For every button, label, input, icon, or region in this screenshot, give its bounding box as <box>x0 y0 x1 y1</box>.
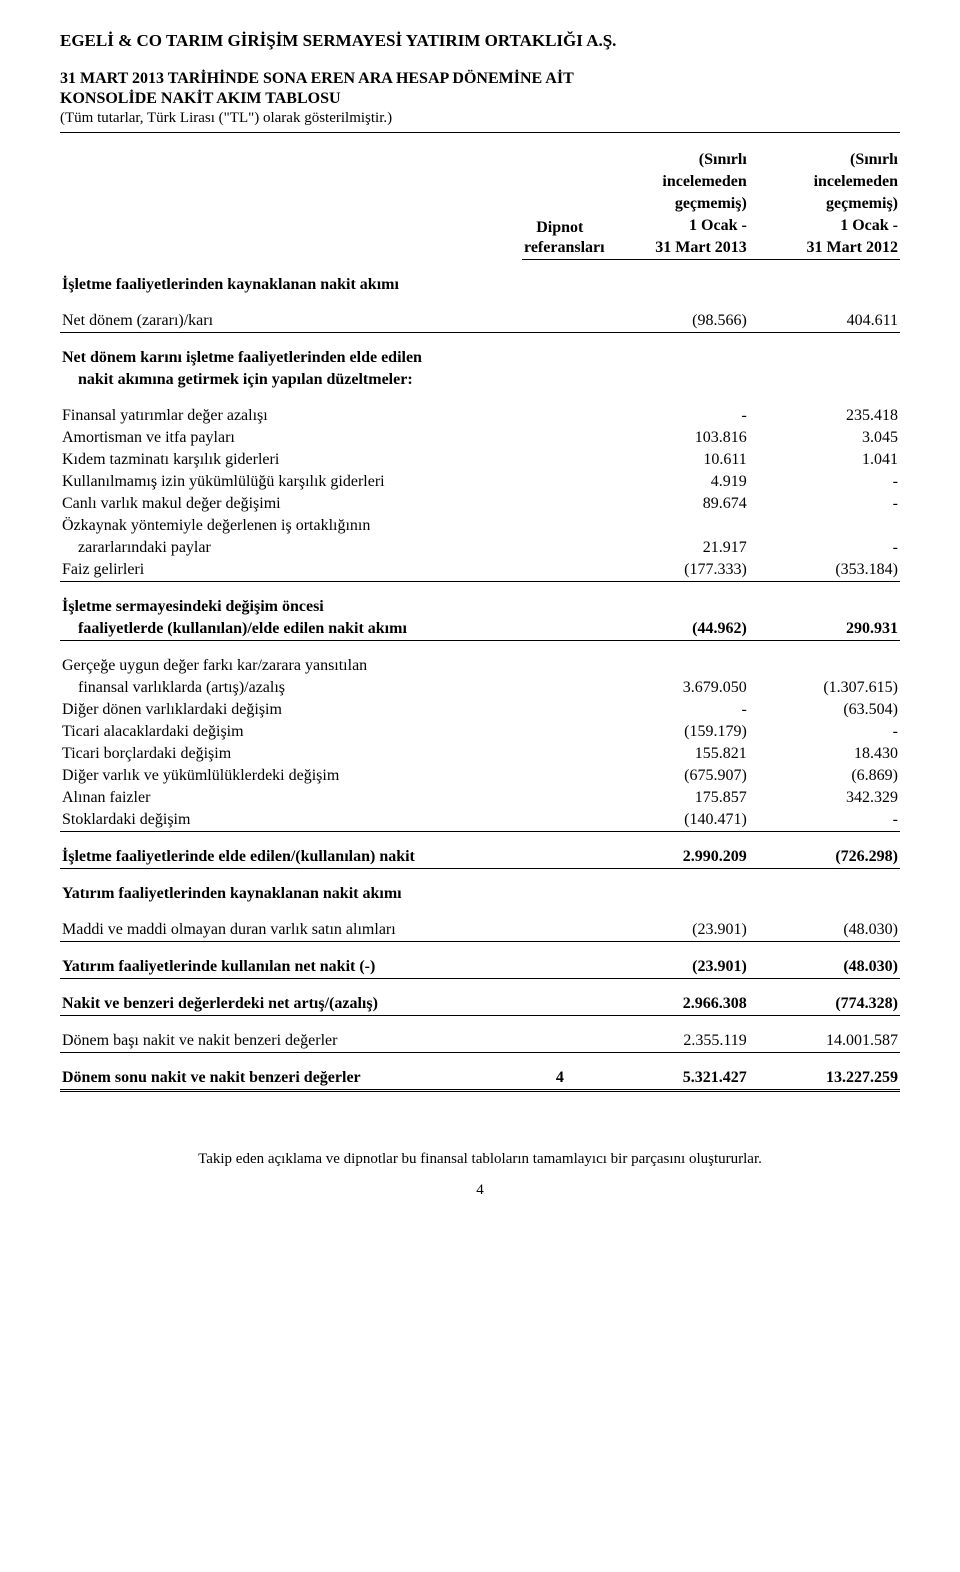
row-trade-payables-label: Ticari borçlardaki değişim <box>60 743 522 765</box>
row-fin-invest-decrease-label: Finansal yatırımlar değer azalışı <box>60 405 522 427</box>
row-unused-leave-c2: - <box>749 471 900 493</box>
row-fixed-asset-purchases-label: Maddi ve maddi olmayan duran varlık satı… <box>60 919 522 942</box>
row-amortization-c1: 103.816 <box>598 427 749 449</box>
row-other-assets-liabilities-c2: (6.869) <box>749 765 900 787</box>
cash-flow-table: Dipnot referansları (Sınırlı (Sınırlı in… <box>60 149 900 1090</box>
row-equity-method-c2: - <box>749 537 900 559</box>
row-interest-received-c1: 175.857 <box>598 787 749 809</box>
row-biological-assets-label: Canlı varlık makul değer değişimi <box>60 493 522 515</box>
row-trade-receivables-c2: - <box>749 721 900 743</box>
row-fixed-asset-purchases-c1: (23.901) <box>598 919 749 942</box>
row-other-current-assets-c2: (63.504) <box>749 699 900 721</box>
row-net-period-profit-label: Net dönem (zararı)/karı <box>60 310 522 333</box>
row-inventory-c1: (140.471) <box>598 809 749 832</box>
section-net-cash-operating-c1: 2.990.209 <box>598 846 749 869</box>
row-equity-method-line1: Özkaynak yöntemiyle değerlenen iş ortakl… <box>60 515 522 537</box>
section-cash-end-c2: 13.227.259 <box>749 1067 900 1090</box>
row-amortization-label: Amortisman ve itfa payları <box>60 427 522 449</box>
page-number: 4 <box>60 1181 900 1200</box>
row-interest-received-c2: 342.329 <box>749 787 900 809</box>
col-ref-header-1: Dipnot <box>536 219 583 236</box>
section-working-capital-line2: faaliyetlerde (kullanılan)/elde edilen n… <box>60 618 522 641</box>
report-title-line2: KONSOLİDE NAKİT AKIM TABLOSU <box>60 89 900 109</box>
row-unused-leave-c1: 4.919 <box>598 471 749 493</box>
row-fair-value-c1: 3.679.050 <box>598 677 749 699</box>
row-fair-value-c2: (1.307.615) <box>749 677 900 699</box>
col1-sub3: geçmemiş) <box>598 193 749 215</box>
col-ref-header-2: referansları <box>524 239 605 256</box>
section-net-cash-operating-label: İşletme faaliyetlerinde elde edilen/(kul… <box>60 846 522 869</box>
row-fair-value-line2: finansal varlıklarda (artış)/azalış <box>60 677 522 699</box>
section-net-cash-operating-c2: (726.298) <box>749 846 900 869</box>
row-interest-income-c1: (177.333) <box>598 559 749 582</box>
section-adjustments-line2: nakit akımına getirmek için yapılan düze… <box>60 369 522 391</box>
col1-sub2: incelemeden <box>598 171 749 193</box>
row-fin-invest-decrease-c1: - <box>598 405 749 427</box>
section-net-change-cash-c2: (774.328) <box>749 993 900 1016</box>
row-trade-receivables-c1: (159.179) <box>598 721 749 743</box>
row-trade-receivables-label: Ticari alacaklardaki değişim <box>60 721 522 743</box>
col1-date2: 31 Mart 2013 <box>598 237 749 260</box>
col1-date1: 1 Ocak - <box>598 215 749 237</box>
section-adjustments-line1: Net dönem karını işletme faaliyetlerinde… <box>60 347 522 369</box>
row-interest-income-c2: (353.184) <box>749 559 900 582</box>
section-operating-activities: İşletme faaliyetlerinden kaynaklanan nak… <box>60 274 522 296</box>
report-currency-note: (Tüm tutarlar, Türk Lirası ("TL") olarak… <box>60 109 900 128</box>
row-fixed-asset-purchases-c2: (48.030) <box>749 919 900 942</box>
row-other-assets-liabilities-label: Diğer varlık ve yükümlülüklerdeki değişi… <box>60 765 522 787</box>
row-cash-beginning-label: Dönem başı nakit ve nakit benzeri değerl… <box>60 1030 522 1053</box>
row-cash-beginning-c2: 14.001.587 <box>749 1030 900 1053</box>
row-equity-method-c1: 21.917 <box>598 537 749 559</box>
row-fair-value-line1: Gerçeğe uygun değer farkı kar/zarara yan… <box>60 655 522 677</box>
col2-date1: 1 Ocak - <box>749 215 900 237</box>
row-severance-c2: 1.041 <box>749 449 900 471</box>
row-biological-assets-c2: - <box>749 493 900 515</box>
section-net-cash-investing-c1: (23.901) <box>598 956 749 979</box>
footer-note: Takip eden açıklama ve dipnotlar bu fina… <box>60 1150 900 1169</box>
section-net-change-cash-label: Nakit ve benzeri değerlerdeki net artış/… <box>60 993 522 1016</box>
row-net-period-profit-c1: (98.566) <box>598 310 749 333</box>
row-inventory-label: Stoklardaki değişim <box>60 809 522 832</box>
row-trade-payables-c1: 155.821 <box>598 743 749 765</box>
section-cash-end-ref: 4 <box>522 1067 598 1090</box>
section-net-cash-investing-c2: (48.030) <box>749 956 900 979</box>
report-title-line1: 31 MART 2013 TARİHİNDE SONA EREN ARA HES… <box>60 69 900 89</box>
row-unused-leave-label: Kullanılmamış izin yükümlülüğü karşılık … <box>60 471 522 493</box>
section-net-cash-investing-label: Yatırım faaliyetlerinde kullanılan net n… <box>60 956 522 979</box>
col2-date2: 31 Mart 2012 <box>749 237 900 260</box>
row-interest-received-label: Alınan faizler <box>60 787 522 809</box>
row-other-current-assets-label: Diğer dönen varlıklardaki değişim <box>60 699 522 721</box>
header-divider <box>60 132 900 133</box>
col2-sub3: geçmemiş) <box>749 193 900 215</box>
section-cash-end-c1: 5.321.427 <box>598 1067 749 1090</box>
row-other-current-assets-c1: - <box>598 699 749 721</box>
col2-sub2: incelemeden <box>749 171 900 193</box>
row-fin-invest-decrease-c2: 235.418 <box>749 405 900 427</box>
row-equity-method-line2: zararlarındaki paylar <box>60 537 522 559</box>
row-biological-assets-c1: 89.674 <box>598 493 749 515</box>
section-investing-activities: Yatırım faaliyetlerinden kaynaklanan nak… <box>60 883 522 905</box>
row-net-period-profit-c2: 404.611 <box>749 310 900 333</box>
row-amortization-c2: 3.045 <box>749 427 900 449</box>
section-cash-end-label: Dönem sonu nakit ve nakit benzeri değerl… <box>60 1067 522 1090</box>
col1-sub1: (Sınırlı <box>598 149 749 171</box>
row-trade-payables-c2: 18.430 <box>749 743 900 765</box>
section-working-capital-c1: (44.962) <box>598 618 749 641</box>
company-name: EGELİ & CO TARIM GİRİŞİM SERMAYESİ YATIR… <box>60 30 900 51</box>
row-other-assets-liabilities-c1: (675.907) <box>598 765 749 787</box>
section-net-change-cash-c1: 2.966.308 <box>598 993 749 1016</box>
row-inventory-c2: - <box>749 809 900 832</box>
section-working-capital-line1: İşletme sermayesindeki değişim öncesi <box>60 596 522 618</box>
col2-sub1: (Sınırlı <box>749 149 900 171</box>
row-severance-label: Kıdem tazminatı karşılık giderleri <box>60 449 522 471</box>
row-cash-beginning-c1: 2.355.119 <box>598 1030 749 1053</box>
row-severance-c1: 10.611 <box>598 449 749 471</box>
section-working-capital-c2: 290.931 <box>749 618 900 641</box>
row-interest-income-label: Faiz gelirleri <box>60 559 522 582</box>
